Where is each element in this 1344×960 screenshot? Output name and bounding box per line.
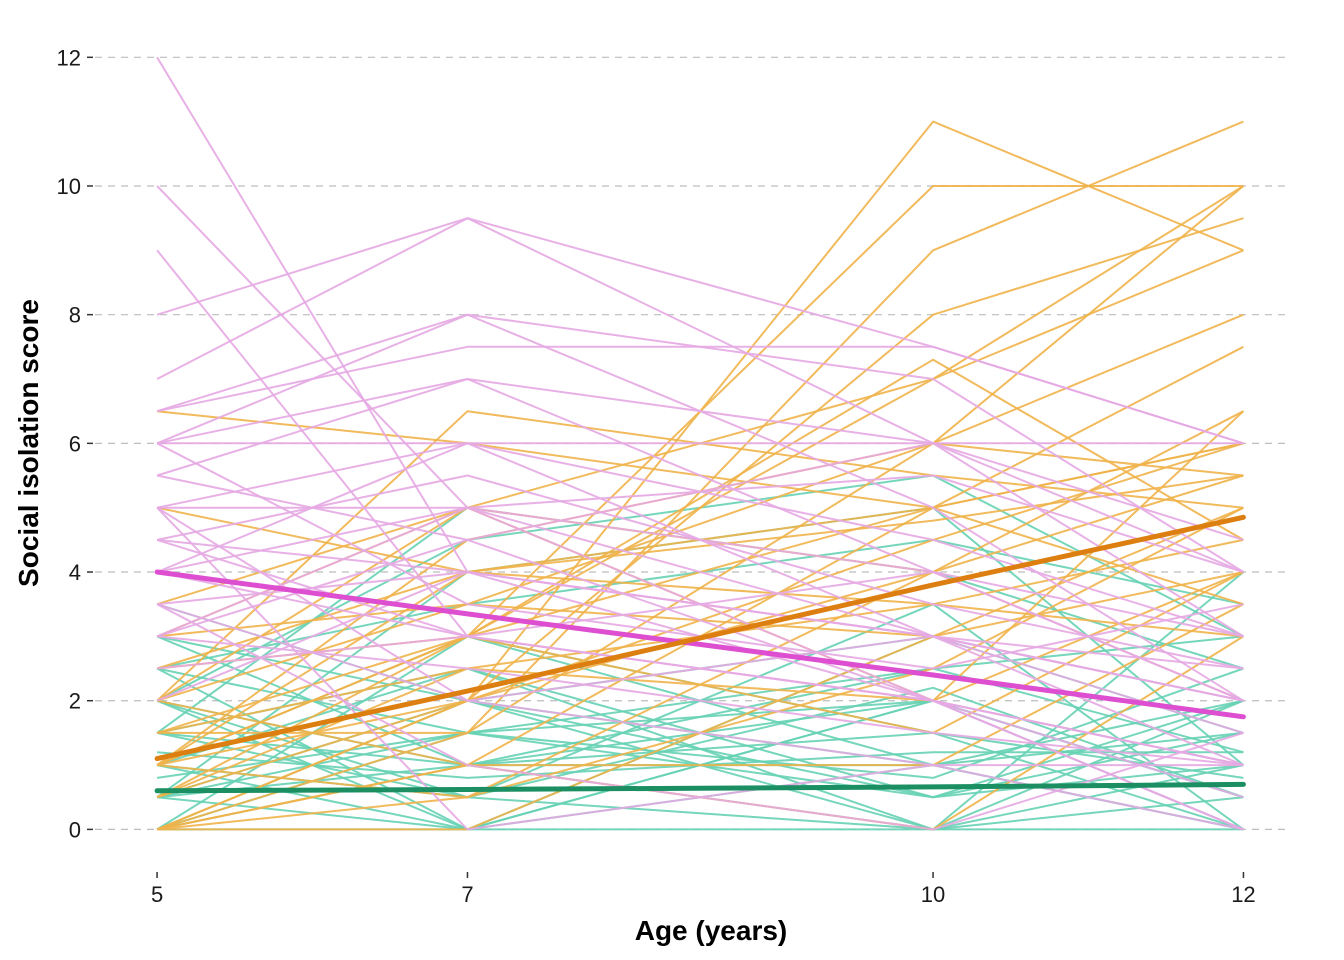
axes: 0 2 4 6 8 10 12 5 7 10 12 [57, 45, 1256, 907]
trend-line-decreasing [154, 569, 1246, 720]
trajectory-line-low-stable [156, 667, 1244, 779]
trajectory-line-decreasing [156, 442, 1244, 541]
y-tick-label: 8 [69, 303, 81, 328]
x-axis-title: Age (years) [635, 915, 788, 946]
y-tick-label: 2 [69, 689, 81, 714]
trajectory-line-decreasing [156, 603, 1244, 831]
x-tick-label: 5 [151, 882, 163, 907]
trend-line-low-stable [154, 781, 1246, 794]
x-tick-label: 10 [921, 882, 945, 907]
trend-lines [154, 514, 1246, 794]
y-tick-label: 4 [69, 560, 81, 585]
y-tick-label: 10 [57, 174, 81, 199]
x-tick-label: 12 [1231, 882, 1255, 907]
y-tick-label: 0 [69, 817, 81, 842]
trajectory-line-decreasing [156, 506, 1244, 702]
y-tick-label: 6 [69, 431, 81, 456]
individual-trajectories [156, 56, 1245, 831]
trajectory-line-increasing [156, 358, 1244, 799]
y-axis-title: Social isolation score [13, 299, 44, 587]
y-tick-label: 12 [57, 45, 81, 70]
trend-line-increasing [154, 514, 1246, 762]
trajectory-line-decreasing [156, 217, 1244, 573]
trajectory-line-decreasing [156, 506, 1244, 638]
x-tick-label: 7 [461, 882, 473, 907]
